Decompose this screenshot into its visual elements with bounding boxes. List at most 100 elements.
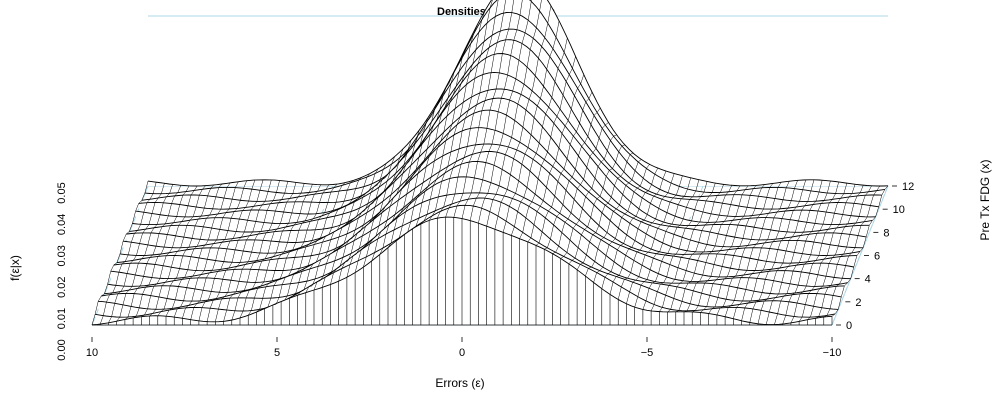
surface-column-line — [281, 183, 338, 302]
surface-column-line — [412, 41, 469, 229]
surface-column-line — [700, 185, 757, 313]
surface-column-line — [289, 182, 346, 299]
surface-column-line — [453, 0, 506, 218]
surface-column-line — [313, 173, 371, 291]
surface-column-line — [675, 185, 733, 313]
z-tick-label: 0.00 — [56, 339, 68, 360]
surface-column-line — [502, 20, 560, 233]
surface-column-line — [124, 185, 182, 320]
y-tick-label: 0 — [846, 320, 852, 332]
surface-column-line — [765, 180, 823, 325]
surface-column-line — [807, 185, 864, 320]
surface-column-line — [182, 181, 239, 319]
surface-column-line — [404, 58, 461, 235]
surface-column-line — [544, 107, 601, 250]
y-tick-label: 10 — [893, 204, 905, 216]
surface-column-line — [149, 185, 206, 317]
z-tick-label: 0.04 — [56, 214, 68, 235]
x-tick-label: 5 — [274, 347, 280, 359]
surface-column-line — [527, 74, 585, 243]
surface-column-line — [305, 177, 362, 293]
surface-column-line — [363, 129, 420, 268]
surface-column-line — [519, 56, 576, 239]
surface-column-line — [239, 182, 297, 319]
z-tick-label: 0.02 — [56, 276, 68, 297]
surface-column-line — [757, 179, 815, 324]
surface-column-line — [108, 183, 165, 323]
surface-column-line — [659, 183, 716, 312]
surface-mesh — [91, 0, 889, 326]
surface-column-line — [798, 184, 856, 322]
x-tick-label: −10 — [823, 347, 842, 359]
surface-column-line — [790, 183, 848, 324]
z-tick-label: 0.05 — [56, 182, 68, 203]
y-tick-label: 8 — [883, 227, 889, 239]
surface-column-line — [379, 105, 437, 255]
surface-column-line — [297, 180, 354, 296]
surface-column-line — [247, 183, 305, 316]
surface-column-line — [469, 0, 523, 221]
surface-column-line — [576, 152, 634, 271]
surface-column-line — [99, 182, 157, 325]
y-tick-label: 2 — [855, 297, 861, 309]
x-tick-label: −5 — [641, 347, 654, 359]
surface-column-line — [511, 38, 568, 236]
surface-column-line — [823, 185, 881, 318]
z-axis-label: f(ε|x) — [8, 255, 22, 281]
surface-column-line — [494, 5, 552, 230]
z-tick-label: 0.01 — [56, 308, 68, 329]
surface-column-line — [593, 164, 650, 283]
surface-column-line — [683, 185, 741, 313]
surface-column-line — [116, 184, 173, 322]
surface-column-line — [609, 171, 667, 295]
surface-column-line — [141, 185, 198, 317]
surface-column-line — [256, 184, 313, 313]
surface-column-line — [330, 163, 387, 285]
z-tick-label: 0.03 — [56, 245, 68, 266]
y-tick-label: 4 — [865, 274, 871, 286]
surface-column-line — [437, 0, 493, 219]
surface-column-line — [642, 179, 700, 310]
surface-column-line — [749, 179, 807, 323]
surface-column-line — [667, 184, 724, 313]
surface-column-line — [601, 167, 659, 289]
surface-column-line — [198, 180, 256, 321]
x-axis-ticks: 10 5 0 −5 −10 — [86, 337, 841, 359]
surface-column-line — [774, 180, 831, 325]
surface-column-line — [346, 148, 404, 278]
surface-column-line — [190, 180, 247, 320]
surface-column-line — [486, 0, 542, 227]
surface-column-line — [157, 184, 214, 316]
surface-column-line — [585, 159, 642, 277]
surface-column-line — [173, 182, 231, 318]
surface-column-line — [396, 75, 453, 241]
y-tick-label: 6 — [874, 251, 880, 263]
surface-column-line — [461, 0, 514, 219]
surface-column-line — [815, 185, 872, 319]
surface-column-line — [626, 175, 683, 304]
surface-column-line — [650, 181, 708, 312]
surface-column-line — [428, 10, 486, 221]
surface-column-line — [634, 177, 691, 308]
surface-column-line — [231, 181, 289, 321]
surface-column-line — [420, 25, 478, 225]
surface-column-line — [165, 183, 223, 317]
surface-column-line — [206, 179, 264, 322]
surface-column-line — [568, 144, 625, 265]
surface-column-line — [387, 90, 445, 248]
surface-column-line — [535, 91, 593, 246]
surface-column-line — [716, 183, 774, 316]
surface-column-line — [215, 179, 272, 322]
surface-column-line — [478, 0, 532, 224]
surface-column-line — [692, 185, 749, 313]
surface-column-line — [782, 181, 839, 325]
surface-column-line — [338, 156, 395, 282]
surface-column-line — [91, 181, 149, 325]
surface-column-line — [708, 184, 765, 314]
surface-column-line — [132, 185, 190, 319]
surface-column-line — [741, 180, 798, 321]
surface-column-line — [617, 173, 675, 300]
